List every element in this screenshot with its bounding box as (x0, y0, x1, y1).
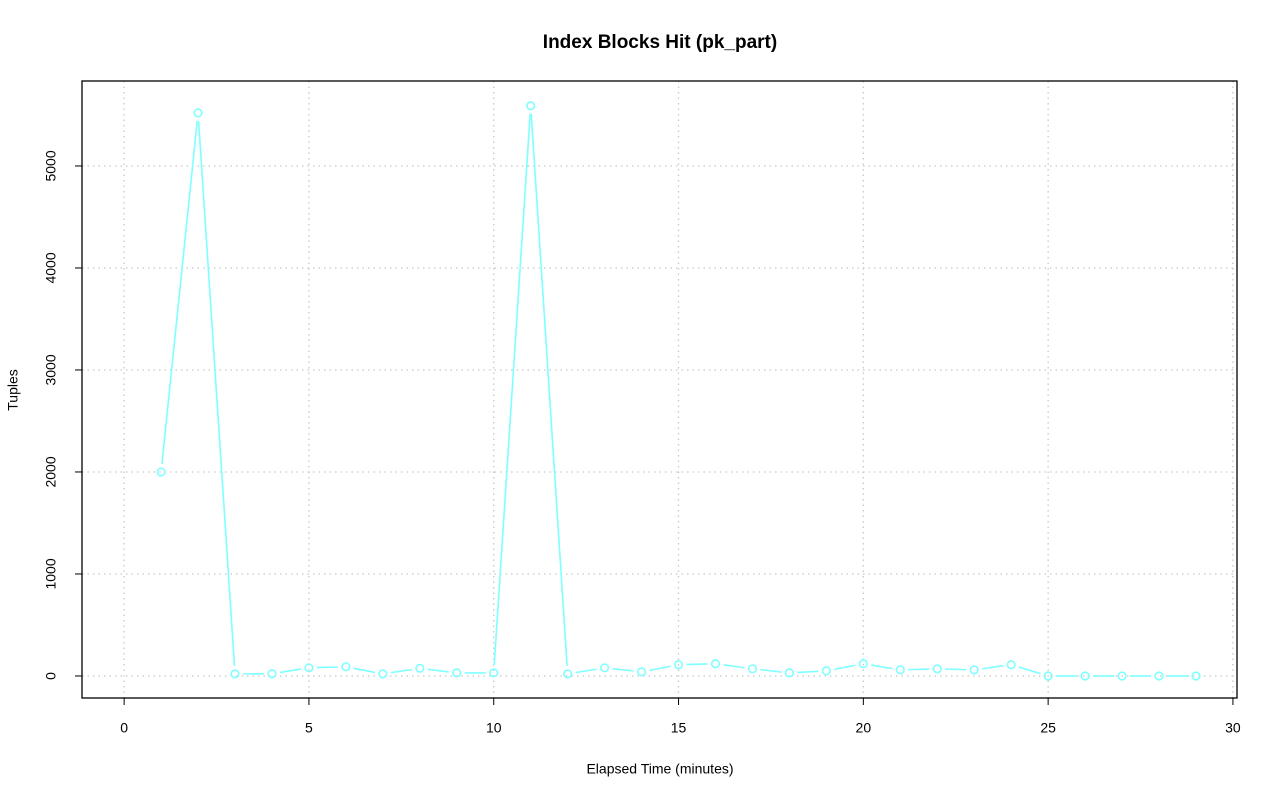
line-segment (354, 668, 375, 672)
point (564, 670, 572, 678)
plot-frame (82, 81, 1237, 698)
x-tick-label: 20 (856, 720, 872, 736)
point (896, 666, 904, 674)
point (1081, 672, 1089, 680)
point (933, 665, 941, 673)
line-segment (871, 665, 892, 669)
y-tick-label: 5000 (43, 150, 59, 181)
y-tick-label: 1000 (43, 558, 59, 589)
line-segment (280, 669, 301, 672)
y-tick-label: 3000 (43, 354, 59, 385)
line-segment (797, 671, 818, 672)
line-segment (908, 669, 929, 670)
point (749, 665, 757, 673)
line-segment (687, 664, 708, 665)
y-tick-label: 4000 (43, 252, 59, 283)
y-axis-label: Tuples (5, 369, 21, 411)
y-tick-label: 0 (43, 672, 59, 680)
line-segment (982, 666, 1003, 669)
x-tick-label: 30 (1225, 720, 1241, 736)
line-segment (760, 670, 781, 672)
point (970, 666, 978, 674)
x-tick-label: 10 (486, 720, 502, 736)
point (786, 669, 794, 677)
point (342, 663, 350, 671)
point (231, 670, 239, 678)
x-tick-label: 0 (120, 720, 128, 736)
line-segment (199, 121, 235, 666)
point (638, 668, 646, 676)
line-segment (576, 669, 597, 673)
point (268, 670, 276, 678)
line-segment (162, 121, 197, 464)
point (527, 102, 535, 110)
line-segment (613, 669, 634, 671)
line-segment (834, 665, 855, 669)
point (194, 109, 202, 117)
line-segment (317, 667, 338, 668)
line-segment (391, 670, 412, 673)
x-tick-label: 15 (671, 720, 687, 736)
line-segment (945, 669, 966, 670)
point (157, 468, 165, 476)
point (1155, 672, 1163, 680)
point (416, 665, 424, 673)
point (823, 667, 831, 675)
point (601, 664, 609, 672)
line-segment (1019, 667, 1041, 674)
point (860, 660, 868, 668)
line-segment (649, 666, 670, 670)
chart-title: Index Blocks Hit (pk_part) (543, 32, 777, 53)
line-segment (494, 114, 530, 665)
point (712, 660, 720, 668)
point (1007, 661, 1015, 669)
x-tick-label: 25 (1040, 720, 1056, 736)
x-axis-label: Elapsed Time (minutes) (586, 761, 733, 777)
x-tick-label: 5 (305, 720, 313, 736)
line-segment (531, 114, 567, 666)
line-segment (428, 669, 449, 672)
point (379, 670, 387, 678)
line-segment (723, 665, 744, 668)
y-tick-label: 2000 (43, 456, 59, 487)
